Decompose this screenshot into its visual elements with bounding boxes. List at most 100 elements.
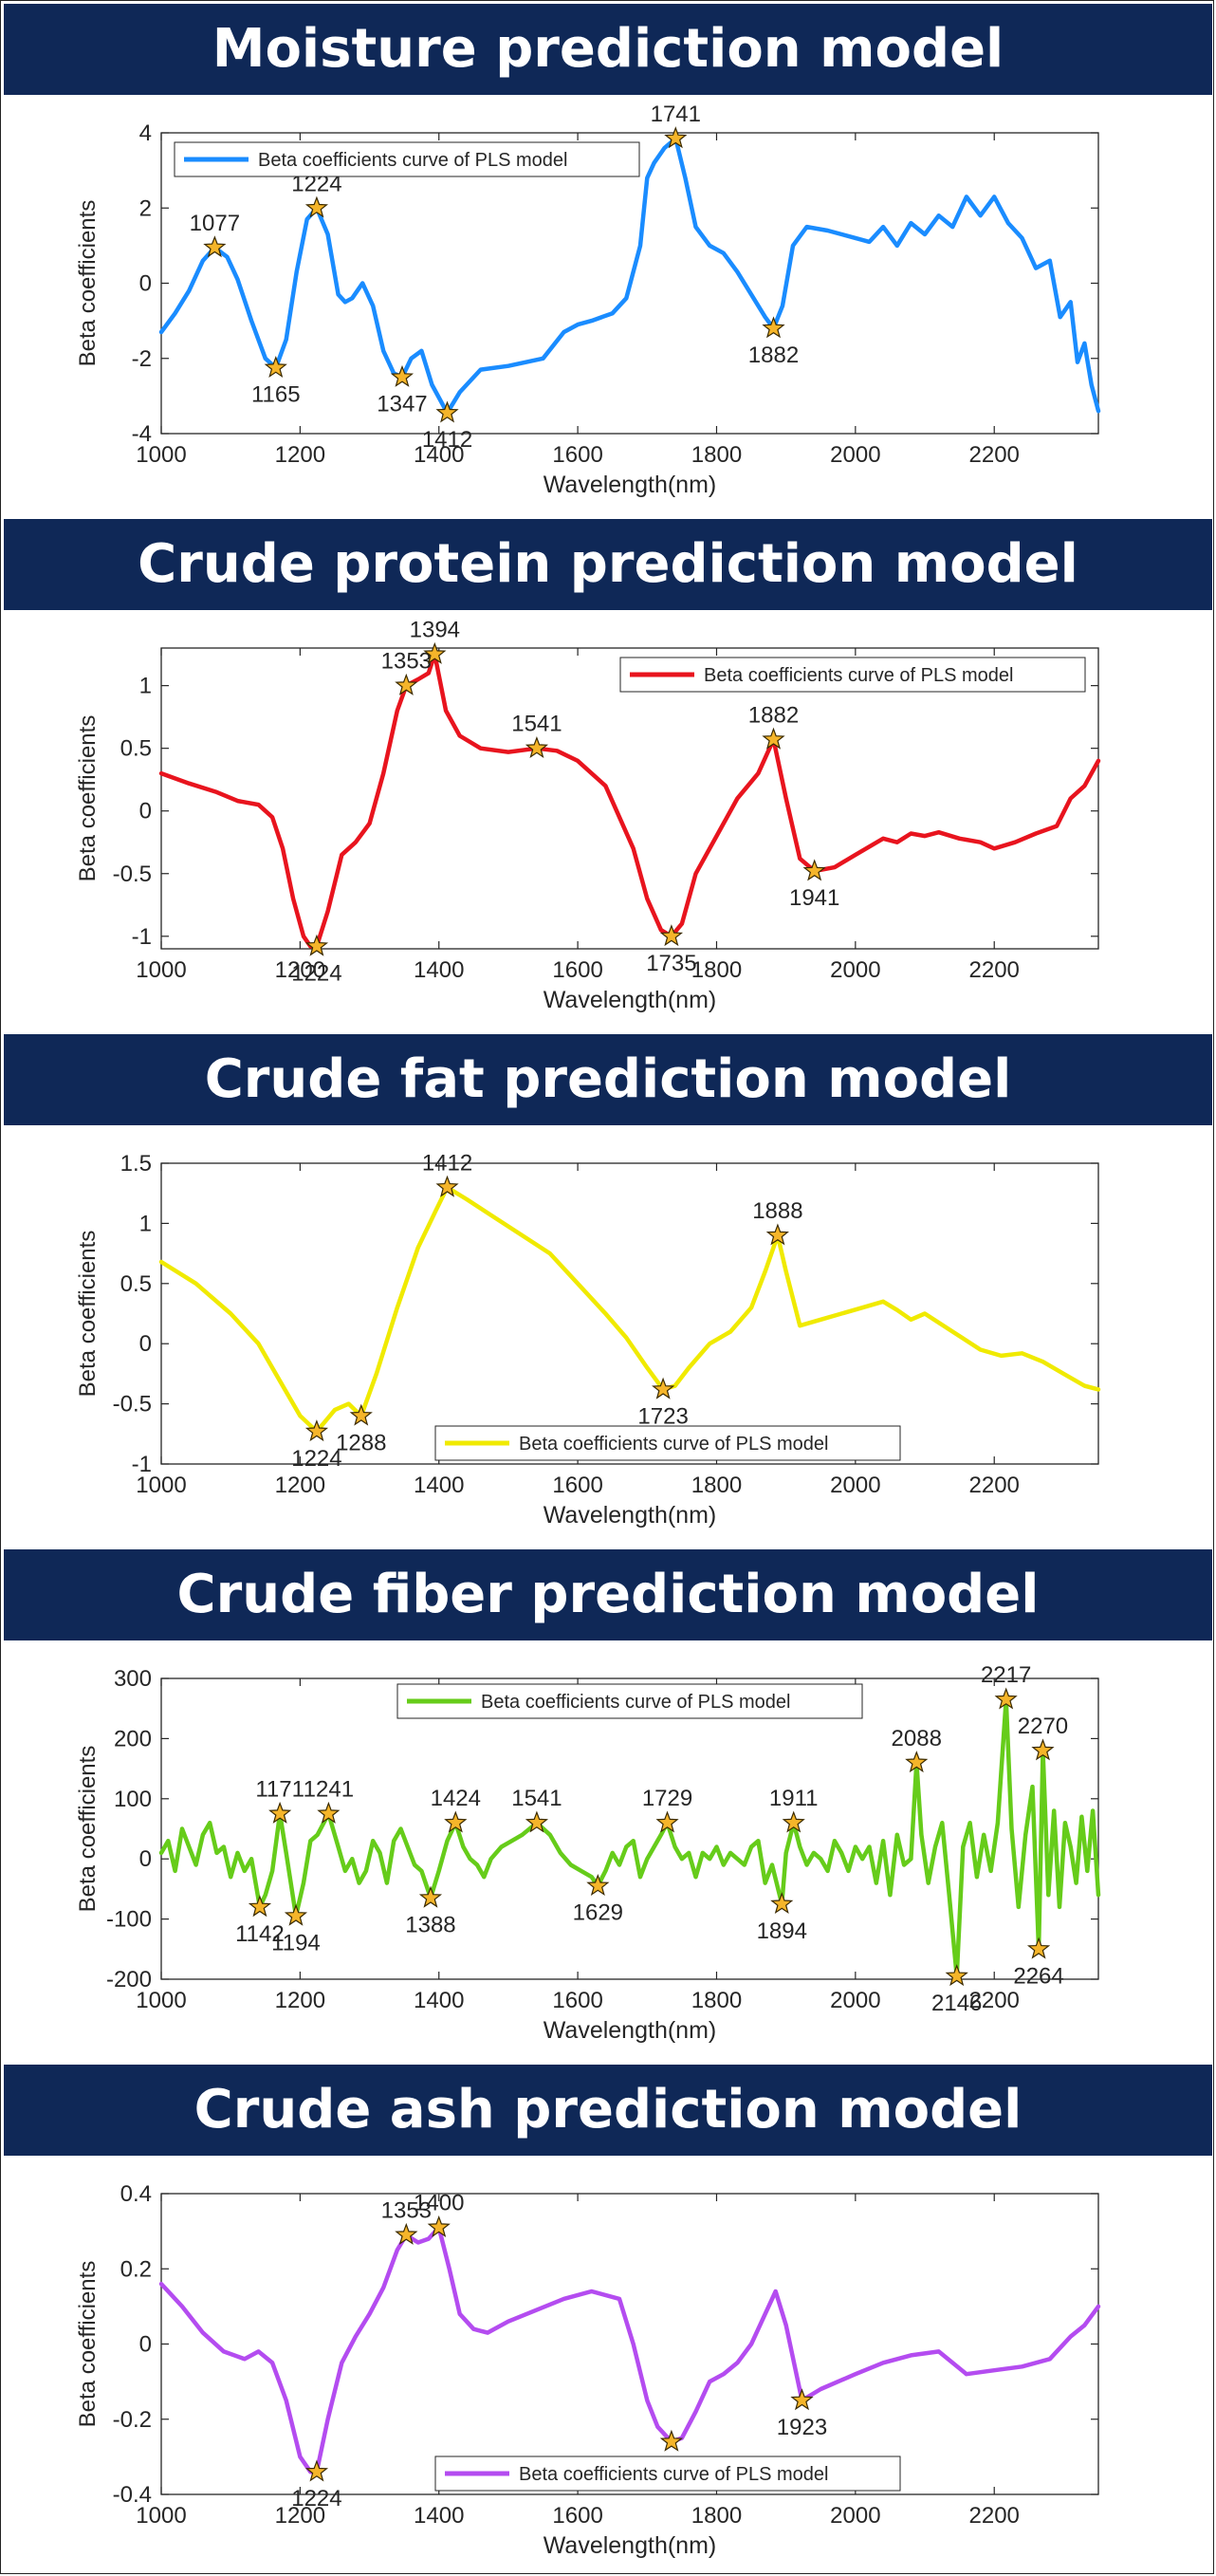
chart-title: Crude fat prediction model: [204, 1048, 1012, 1110]
legend: Beta coefficients curve of PLS model: [619, 657, 1086, 693]
peak-star-marker: [586, 1873, 610, 1897]
y-tick-label: -200: [106, 1967, 152, 1992]
x-axis-label: Wavelength(nm): [544, 987, 716, 1013]
x-tick-label: 1600: [552, 1473, 602, 1498]
x-tick-label: 2200: [969, 1988, 1020, 2013]
peak-star-marker: [994, 1687, 1018, 1710]
legend: Beta coefficients curve of PLS model: [434, 2456, 901, 2492]
x-tick-label: 1800: [691, 442, 742, 468]
x-tick-label: 2000: [830, 957, 880, 983]
peak-star-marker: [790, 2388, 814, 2411]
x-tick-label: 1400: [414, 957, 464, 983]
plot-area: [160, 2193, 1099, 2495]
peak-star-marker: [945, 1964, 968, 1987]
peak-wavelength-label: 2146: [931, 1991, 982, 2016]
x-tick-label: 1000: [136, 957, 186, 983]
x-tick-label: 1000: [136, 1988, 186, 2013]
y-tick-label: -1: [132, 924, 152, 950]
y-axis-label: Beta coefficients: [75, 2261, 101, 2428]
y-tick-label: -0.5: [113, 862, 152, 887]
peak-wavelength-label: 1723: [637, 1403, 688, 1429]
y-tick-label: 0.4: [120, 2181, 152, 2207]
chart-title: Crude fiber prediction model: [176, 1564, 1040, 1625]
peak-star-marker: [664, 126, 688, 149]
peak-wavelength-label: 1541: [511, 1786, 562, 1811]
peak-wavelength-label: 2270: [1018, 1714, 1068, 1739]
y-axis-label: Beta coefficients: [75, 1231, 101, 1398]
peak-star-marker: [390, 364, 415, 387]
peak-star-marker: [905, 1751, 929, 1773]
peak-star-marker: [435, 400, 459, 423]
crude-fat-panel: Crude fat prediction model 1000 1200 1400 16…: [0, 1030, 1216, 1546]
peak-wavelength-label: 2217: [981, 1662, 1031, 1688]
beta-coefficient-line: [158, 136, 1101, 416]
legend-label: Beta coefficients curve of PLS model: [258, 150, 567, 171]
legend-box: [174, 141, 640, 177]
crude-protein-title-banner: Crude protein prediction model: [4, 519, 1212, 610]
x-tick-label: 1600: [552, 957, 602, 983]
peak-wavelength-label: 1394: [410, 618, 460, 643]
legend-box: [434, 2456, 901, 2492]
legend-label: Beta coefficients curve of PLS model: [519, 2464, 828, 2485]
x-tick-label: 2000: [830, 2503, 880, 2529]
plot-area: [160, 647, 1099, 950]
peak-wavelength-label: 1388: [405, 1912, 455, 1937]
chart-title: Crude ash prediction model: [193, 2079, 1023, 2140]
peak-star-marker: [203, 235, 227, 258]
peak-star-marker: [525, 1810, 549, 1833]
x-tick-label: 1000: [136, 1473, 186, 1498]
x-tick-label: 1200: [275, 442, 325, 468]
y-tick-label: 200: [114, 1726, 152, 1751]
y-tick-label: -4: [132, 421, 152, 447]
y-tick-label: -2: [132, 346, 152, 372]
peak-wavelength-label: 1741: [651, 102, 701, 127]
peak-wavelength-label: 1412: [422, 427, 472, 453]
crude-protein-panel: Crude protein prediction model 1000 1200 14…: [0, 515, 1216, 1030]
y-tick-label: -0.4: [113, 2482, 152, 2508]
peak-wavelength-label: 1224: [291, 2486, 341, 2511]
x-tick-label: 1200: [275, 1473, 325, 1498]
crude-protein-chart: 1000 1200 1400 1600 1800 2000 2200 -1 -0.5 0 0.5 1 W…: [75, 618, 1101, 1013]
peak-star-marker: [248, 1895, 272, 1918]
x-tick-label: 1400: [414, 1473, 464, 1498]
peak-wavelength-label: 1412: [422, 1150, 472, 1176]
peak-star-marker: [1026, 1937, 1051, 1959]
peak-star-marker: [762, 727, 785, 750]
peak-wavelength-label: 1541: [511, 712, 562, 737]
peak-wavelength-label: 1923: [777, 2415, 827, 2440]
x-tick-label: 2200: [969, 2503, 1020, 2529]
peak-wavelength-label: 1629: [573, 1900, 623, 1926]
peak-wavelength-label: 2088: [892, 1726, 942, 1751]
peak-star-marker: [304, 2459, 329, 2482]
peak-star-marker: [655, 1810, 679, 1833]
legend-label: Beta coefficients curve of PLS model: [704, 665, 1013, 686]
peak-star-marker: [435, 1175, 459, 1197]
x-tick-label: 2200: [969, 442, 1020, 468]
legend: Beta coefficients curve of PLS model: [174, 141, 640, 177]
peak-wavelength-label: 2264: [1013, 1963, 1063, 1989]
peak-wavelength-label: 1882: [748, 343, 799, 368]
peak-wavelength-label: 1424: [431, 1786, 481, 1811]
x-tick-label: 1000: [136, 442, 186, 468]
x-tick-label: 2200: [969, 1473, 1020, 1498]
chart-title: Moisture prediction model: [212, 18, 1004, 80]
peak-star-marker: [427, 2215, 451, 2238]
y-tick-label: -100: [106, 1907, 152, 1933]
plot-area: [160, 1162, 1099, 1465]
y-tick-label: 100: [114, 1787, 152, 1812]
peak-wavelength-label: 1142: [235, 1921, 285, 1947]
legend-label: Beta coefficients curve of PLS model: [481, 1692, 790, 1713]
x-tick-label: 1000: [136, 2503, 186, 2529]
crude-fiber-panel: Crude fiber prediction model 1000 1200 1400…: [0, 1546, 1216, 2061]
y-tick-label: 1: [139, 674, 152, 699]
crude-fat-chart: 1000 1200 1400 1600 1800 2000 2200 -1 -0.5 0 0.5 1 1…: [75, 1150, 1101, 1529]
peak-star-marker: [268, 1801, 292, 1824]
peak-wavelength-label: 1894: [757, 1918, 807, 1944]
x-tick-label: 2000: [830, 442, 880, 468]
peak-star-marker: [762, 316, 785, 339]
x-tick-label: 1800: [691, 2503, 742, 2529]
crude-fiber-chart: 1000 1200 1400 1600 1800 2000 2200 -200 -100 0 100…: [75, 1662, 1101, 2044]
y-tick-label: -0.5: [113, 1392, 152, 1418]
